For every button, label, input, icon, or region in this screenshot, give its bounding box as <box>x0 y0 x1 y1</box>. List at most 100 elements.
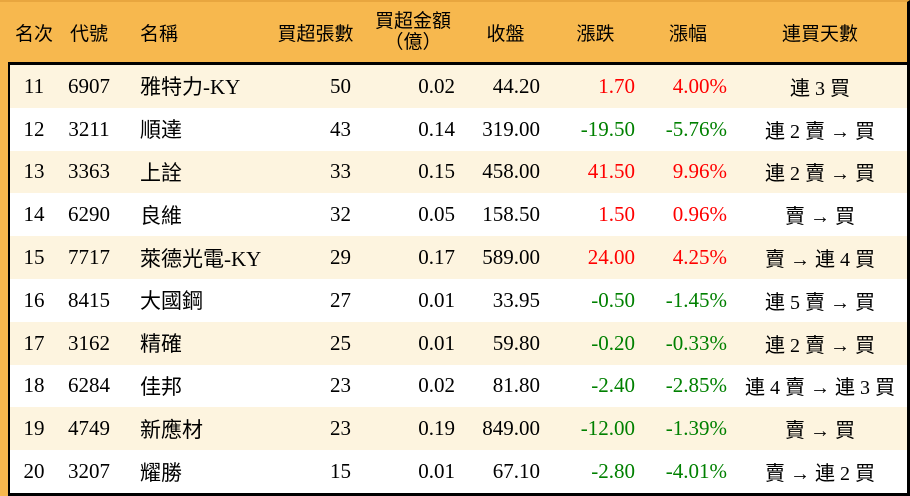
cell-stock-name: 雅特力-KY <box>140 75 241 100</box>
table-row: 18 6284 佳邦 23 0.02 81.80 -2.40 -2.85% 連 … <box>10 364 907 408</box>
cell-stock-name: 上詮 <box>140 160 182 185</box>
table-row: 20 3207 耀勝 15 0.01 67.10 -2.80 -4.01% 賣 … <box>10 450 907 493</box>
cell-buy-streak: 連 2 賣 → 買 <box>765 163 875 186</box>
cell-stock-code: 3162 <box>68 330 110 355</box>
cell-stock-code: 4749 <box>68 416 110 441</box>
cell-net-buy-amount: 0.15 <box>418 159 455 184</box>
cell-stock-code: 3211 <box>68 116 110 141</box>
cell-net-buy-amount: 0.02 <box>418 73 455 98</box>
cell-price-change: 24.00 <box>587 245 635 270</box>
cell-net-buy-amount: 0.17 <box>418 245 455 270</box>
cell-close-price: 59.80 <box>492 330 540 355</box>
cell-net-buy-volume: 23 <box>330 373 351 398</box>
cell-close-price: 81.80 <box>492 373 540 398</box>
cell-buy-streak: 連 5 賣 → 買 <box>765 291 875 314</box>
cell-stock-name: 良維 <box>140 203 182 228</box>
cell-price-change: -12.00 <box>580 416 635 441</box>
header-code: 代號 <box>69 23 108 45</box>
cell-close-price: 158.50 <box>482 202 540 227</box>
table-body: 11 6907 雅特力-KY 50 0.02 44.20 1.70 4.00% … <box>8 62 907 496</box>
cell-change-percent: -0.33% <box>665 330 727 355</box>
table-header-row: 名次 代號 名稱 買超張數 買超金額 （億） 收盤 漲跌 漲幅 連買天數 <box>8 2 907 62</box>
cell-net-buy-volume: 25 <box>330 330 351 355</box>
cell-change-percent: 4.00% <box>672 73 727 98</box>
cell-buy-streak: 賣 → 連 2 買 <box>765 463 875 486</box>
header-close: 收盤 <box>486 23 525 45</box>
cell-close-price: 849.00 <box>482 416 540 441</box>
cell-stock-name: 耀勝 <box>140 460 182 485</box>
cell-buy-streak: 連 2 賣 → 買 <box>765 334 875 357</box>
table-row: 16 8415 大國鋼 27 0.01 33.95 -0.50 -1.45% 連… <box>10 278 907 322</box>
cell-net-buy-volume: 32 <box>330 202 351 227</box>
cell-rank: 15 <box>23 245 45 270</box>
cell-net-buy-volume: 27 <box>330 287 351 312</box>
cell-rank: 19 <box>23 416 45 441</box>
cell-buy-streak: 賣 → 買 <box>785 206 855 229</box>
cell-net-buy-volume: 29 <box>330 245 351 270</box>
cell-stock-code: 8415 <box>68 287 110 312</box>
cell-buy-streak: 賣 → 連 4 買 <box>765 249 875 272</box>
cell-close-price: 33.95 <box>492 287 540 312</box>
cell-close-price: 589.00 <box>482 245 540 270</box>
cell-net-buy-amount: 0.19 <box>418 416 455 441</box>
cell-stock-code: 3363 <box>68 159 110 184</box>
cell-price-change: -0.50 <box>591 287 635 312</box>
cell-price-change: 41.50 <box>587 159 635 184</box>
cell-change-percent: 4.25% <box>672 245 727 270</box>
stock-table: 名次 代號 名稱 買超張數 買超金額 （億） 收盤 漲跌 漲幅 連買天數 11 … <box>8 2 907 496</box>
cell-net-buy-volume: 50 <box>330 73 351 98</box>
table-row: 11 6907 雅特力-KY 50 0.02 44.20 1.70 4.00% … <box>10 65 907 108</box>
header-name: 名稱 <box>140 23 179 45</box>
cell-net-buy-amount: 0.05 <box>418 202 455 227</box>
header-rank: 名次 <box>14 23 53 45</box>
cell-rank: 12 <box>23 116 45 141</box>
cell-stock-code: 6907 <box>68 73 110 98</box>
cell-price-change: -2.80 <box>591 459 635 484</box>
table-row: 17 3162 精確 25 0.01 59.80 -0.20 -0.33% 連 … <box>10 321 907 365</box>
header-change: 漲跌 <box>576 23 615 45</box>
cell-rank: 14 <box>23 202 45 227</box>
table-row: 12 3211 順達 43 0.14 319.00 -19.50 -5.76% … <box>10 107 907 151</box>
cell-stock-name: 順達 <box>140 118 182 143</box>
cell-stock-name: 萊德光電-KY <box>140 246 262 271</box>
cell-close-price: 67.10 <box>492 459 540 484</box>
cell-net-buy-amount: 0.01 <box>418 330 455 355</box>
cell-price-change: -2.40 <box>591 373 635 398</box>
table-row: 14 6290 良維 32 0.05 158.50 1.50 0.96% 賣 →… <box>10 193 907 237</box>
cell-close-price: 44.20 <box>492 73 540 98</box>
cell-stock-name: 佳邦 <box>140 374 182 399</box>
cell-price-change: -19.50 <box>580 116 635 141</box>
cell-change-percent: 0.96% <box>672 202 727 227</box>
header-amount: 買超金額 （億） <box>363 11 463 53</box>
cell-price-change: 1.70 <box>598 73 635 98</box>
cell-change-percent: -1.39% <box>665 416 727 441</box>
cell-rank: 16 <box>23 287 45 312</box>
cell-buy-streak: 連 4 賣 → 連 3 買 <box>745 377 895 400</box>
cell-stock-name: 大國鋼 <box>140 289 203 314</box>
cell-stock-name: 精確 <box>140 332 182 357</box>
header-pct: 漲幅 <box>668 23 707 45</box>
cell-rank: 13 <box>23 159 45 184</box>
cell-net-buy-amount: 0.01 <box>418 459 455 484</box>
cell-stock-code: 7717 <box>68 245 110 270</box>
cell-change-percent: -1.45% <box>665 287 727 312</box>
cell-close-price: 319.00 <box>482 116 540 141</box>
cell-change-percent: -2.85% <box>665 373 727 398</box>
cell-close-price: 458.00 <box>482 159 540 184</box>
cell-buy-streak: 連 2 賣 → 買 <box>765 120 875 143</box>
cell-stock-code: 3207 <box>68 459 110 484</box>
cell-buy-streak: 連 3 買 <box>790 77 850 100</box>
cell-change-percent: 9.96% <box>672 159 727 184</box>
cell-net-buy-amount: 0.02 <box>418 373 455 398</box>
table-row: 13 3363 上詮 33 0.15 458.00 41.50 9.96% 連 … <box>10 150 907 194</box>
cell-change-percent: -5.76% <box>665 116 727 141</box>
cell-rank: 20 <box>23 459 45 484</box>
cell-net-buy-volume: 43 <box>330 116 351 141</box>
cell-buy-streak: 賣 → 買 <box>785 420 855 443</box>
cell-net-buy-volume: 33 <box>330 159 351 184</box>
table-row: 15 7717 萊德光電-KY 29 0.17 589.00 24.00 4.2… <box>10 236 907 279</box>
cell-price-change: -0.20 <box>591 330 635 355</box>
cell-price-change: 1.50 <box>598 202 635 227</box>
cell-rank: 17 <box>23 330 45 355</box>
